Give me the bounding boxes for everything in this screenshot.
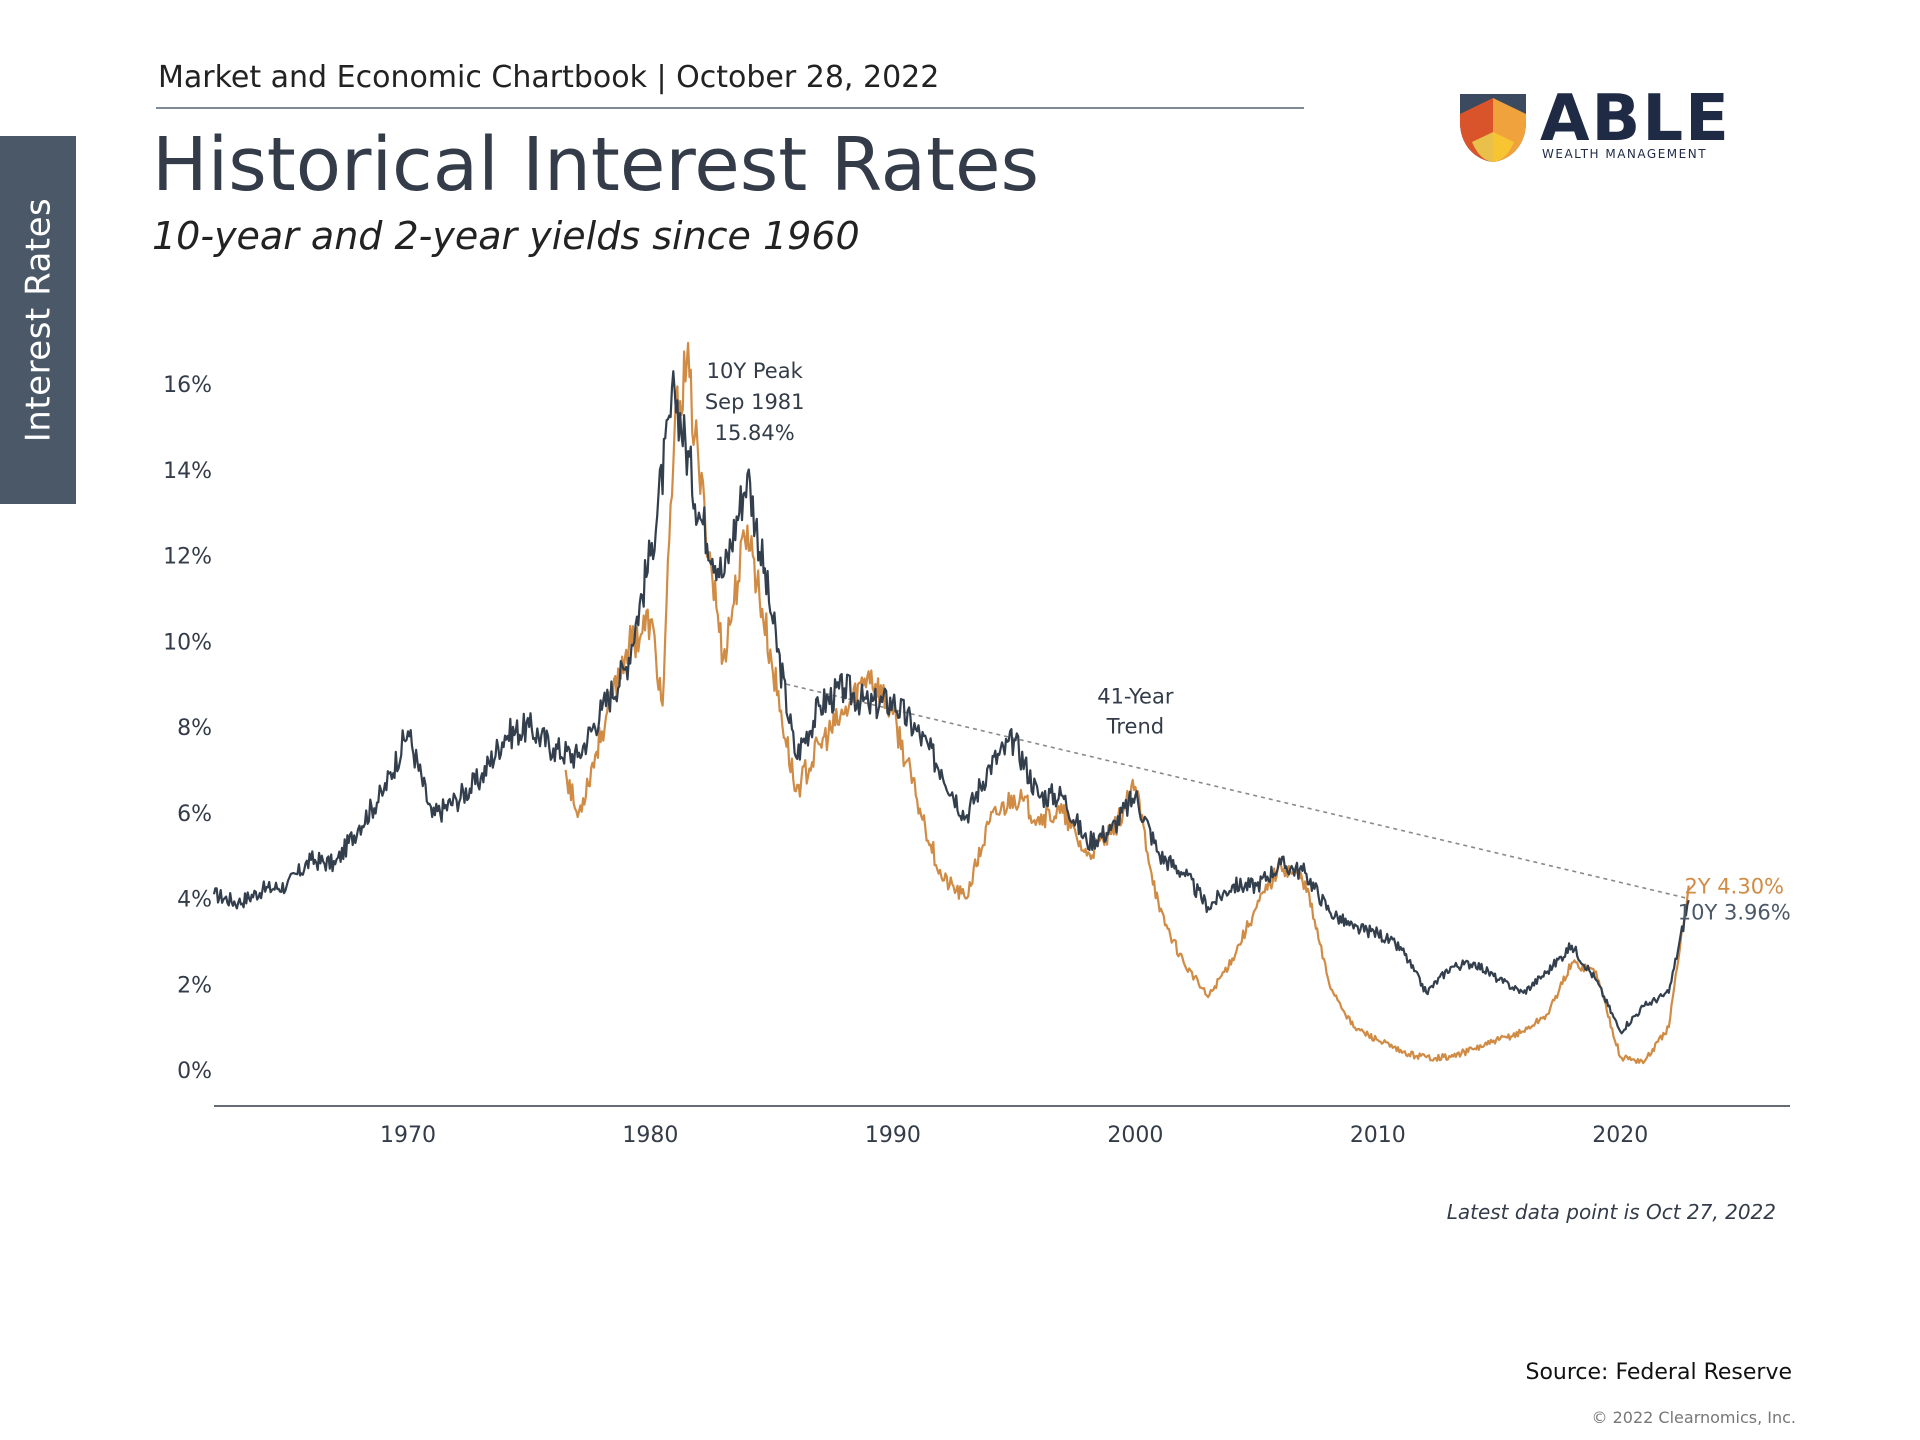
source-text: Source: Federal Reserve xyxy=(1525,1360,1792,1385)
series-line-10y xyxy=(212,370,1690,1035)
page-title: Historical Interest Rates xyxy=(152,122,1040,208)
y-tick-label: 12% xyxy=(163,545,212,570)
trend-annotation: 41-Year Trend xyxy=(1097,684,1174,738)
y-tick-label: 10% xyxy=(163,630,212,655)
x-tick-label: 2010 xyxy=(1350,1123,1406,1148)
x-axis: 1970 1980 1990 2000 2010 2020 xyxy=(214,1105,1790,1148)
y-axis: 0% 2% 4% 6% 8% 10% 12% 14% 16% xyxy=(163,373,212,1084)
ten-year-label: 10Y 3.96% xyxy=(1678,900,1791,924)
peak-annotation: 10Y Peak Sep 1981 15.84% xyxy=(705,359,805,445)
x-tick-label: 2020 xyxy=(1592,1123,1648,1148)
able-logo: ABLE WEALTH MANAGEMENT xyxy=(1458,82,1729,164)
header-divider xyxy=(156,107,1304,109)
x-tick-label: 1990 xyxy=(865,1123,921,1148)
page-subtitle: 10-year and 2-year yields since 1960 xyxy=(152,214,860,258)
x-tick-label: 2000 xyxy=(1107,1123,1163,1148)
series-line-2y xyxy=(564,341,1690,1065)
trend-layer xyxy=(786,683,1689,900)
logo-tagline: WEALTH MANAGEMENT xyxy=(1542,147,1708,161)
y-tick-label: 14% xyxy=(163,459,212,484)
x-tick-label: 1970 xyxy=(380,1123,436,1148)
logo-wordmark: ABLE xyxy=(1540,82,1731,156)
chartbook-header: Market and Economic Chartbook | October … xyxy=(158,60,940,95)
latest-data-note: Latest data point is Oct 27, 2022 xyxy=(1446,1200,1776,1224)
shield-logo-icon xyxy=(1460,94,1526,162)
y-tick-label: 8% xyxy=(177,716,212,741)
series-layer xyxy=(212,341,1690,1065)
side-tab[interactable]: Interest Rates xyxy=(0,136,76,504)
y-tick-label: 0% xyxy=(177,1059,212,1084)
y-tick-label: 6% xyxy=(177,802,212,827)
x-tick-label: 1980 xyxy=(622,1123,678,1148)
y-tick-label: 4% xyxy=(177,888,212,913)
y-tick-label: 16% xyxy=(163,373,212,398)
two-year-label: 2Y 4.30% xyxy=(1684,875,1784,899)
copyright-text: © 2022 Clearnomics, Inc. xyxy=(1591,1408,1796,1427)
y-tick-label: 2% xyxy=(177,973,212,998)
trend-line xyxy=(786,683,1689,900)
annotation-layer: 10Y Peak Sep 1981 15.84% 41-Year Trend 2Y 4.3… xyxy=(705,359,1791,924)
